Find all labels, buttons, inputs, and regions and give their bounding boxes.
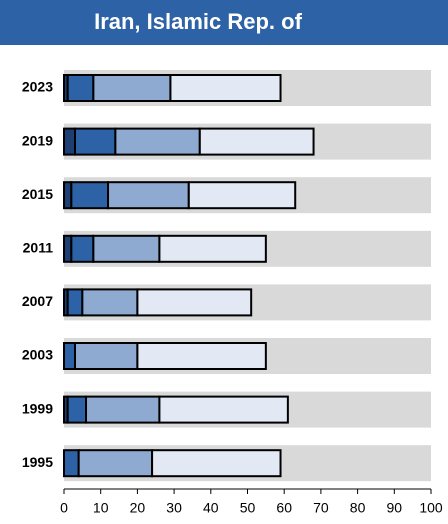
bar-segment bbox=[70, 234, 95, 263]
x-tick-label: 100 bbox=[419, 500, 443, 516]
bar-segment bbox=[92, 234, 161, 263]
bar-segment bbox=[114, 127, 201, 156]
bar-segment bbox=[66, 288, 84, 317]
bar-segment bbox=[63, 449, 80, 478]
title-background bbox=[0, 0, 448, 45]
bar-segment bbox=[158, 234, 267, 263]
x-tick-label: 50 bbox=[240, 500, 256, 516]
x-tick-label: 90 bbox=[387, 500, 403, 516]
bar-segment bbox=[136, 342, 267, 370]
bar-segment bbox=[77, 449, 154, 478]
y-tick-label: 2011 bbox=[23, 240, 54, 256]
x-tick-label: 80 bbox=[350, 500, 366, 516]
bar-segment bbox=[169, 74, 282, 102]
x-tick-label: 10 bbox=[93, 500, 109, 516]
bar-segment bbox=[107, 181, 190, 210]
bar-segment bbox=[63, 342, 77, 370]
bar-segment bbox=[85, 395, 161, 424]
x-tick-label: 20 bbox=[130, 500, 146, 516]
y-tick-label: 2019 bbox=[22, 132, 53, 148]
bar-segment bbox=[92, 74, 172, 102]
bar-segment bbox=[198, 127, 315, 156]
bar-segment bbox=[66, 74, 95, 102]
bar-segment bbox=[158, 395, 289, 424]
bar-segment bbox=[151, 449, 282, 478]
y-tick-label: 2003 bbox=[22, 347, 53, 363]
x-tick-label: 0 bbox=[60, 500, 68, 516]
x-tick-label: 60 bbox=[276, 500, 292, 516]
bar-segment bbox=[74, 127, 117, 156]
bar-segment bbox=[63, 181, 73, 210]
y-tick-label: 1995 bbox=[22, 454, 53, 470]
y-tick-label: 1999 bbox=[22, 400, 53, 416]
bar-segment bbox=[81, 288, 139, 317]
bar-segment bbox=[63, 234, 73, 263]
chart-title: Iran, Islamic Rep. of bbox=[94, 9, 303, 34]
y-tick-label: 2023 bbox=[22, 79, 53, 95]
bar-segment bbox=[74, 342, 139, 370]
y-tick-label: 2007 bbox=[22, 293, 53, 309]
y-tick-label: 2015 bbox=[22, 186, 53, 202]
bar-segment bbox=[136, 288, 253, 317]
x-tick-label: 30 bbox=[166, 500, 182, 516]
bar-segment bbox=[66, 395, 88, 424]
x-tick-label: 70 bbox=[313, 500, 329, 516]
x-tick-label: 40 bbox=[203, 500, 219, 516]
bar-segment bbox=[70, 181, 110, 210]
bar-segment bbox=[187, 181, 297, 210]
bar-segment bbox=[63, 127, 77, 156]
